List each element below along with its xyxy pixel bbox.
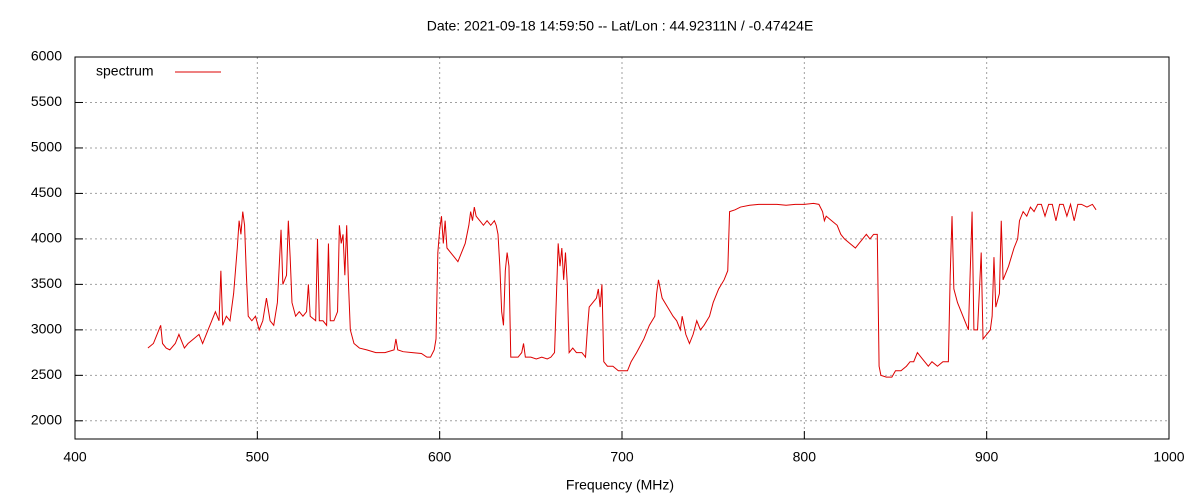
plot-frame	[74, 56, 1170, 440]
x-tick-label: 900	[975, 449, 999, 465]
y-tick-label: 4500	[31, 184, 62, 200]
y-tick-label: 2000	[31, 412, 62, 428]
y-tick-label: 3500	[31, 275, 62, 291]
x-axis-label: Frequency (MHz)	[566, 477, 674, 493]
data-line	[147, 202, 1097, 378]
x-tick-label: 700	[610, 449, 634, 465]
x-tick-label: 800	[793, 449, 817, 465]
x-tick-label: 600	[428, 449, 452, 465]
y-tick-label: 4000	[31, 230, 62, 246]
y-tick-label: 3000	[31, 321, 62, 337]
chart-title: Date: 2021-09-18 14:59:50 -- Lat/Lon : 4…	[427, 18, 814, 34]
legend-label: spectrum	[96, 63, 154, 79]
y-tick-label: 2500	[31, 366, 62, 382]
x-tick-label: 400	[63, 449, 87, 465]
x-tick-label: 1000	[1153, 449, 1184, 465]
x-tick-label: 500	[246, 449, 270, 465]
y-tick-label: 5500	[31, 93, 62, 109]
y-tick-label: 5000	[31, 139, 62, 155]
y-tick-label: 6000	[31, 48, 62, 64]
